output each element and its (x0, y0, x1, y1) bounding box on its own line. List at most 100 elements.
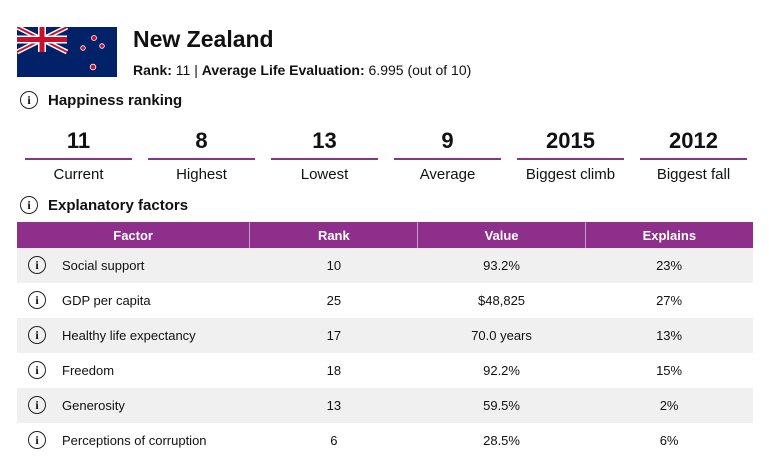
table-row: i Freedom 18 92.2% 15% (17, 353, 753, 388)
stat-label: Highest (176, 166, 227, 183)
stat-underline (394, 158, 501, 160)
cell-text: 28.5% (483, 433, 520, 448)
flag (17, 27, 117, 77)
stat: 13 Lowest (271, 126, 378, 183)
column-header: Value (417, 222, 586, 248)
info-icon[interactable]: i (28, 291, 46, 309)
table-cell: 70.0 years (417, 318, 586, 353)
stat-underline (640, 158, 747, 160)
evaluation: 6.995 (368, 62, 404, 78)
info-icon[interactable]: i (20, 91, 38, 109)
info-icon[interactable]: i (28, 396, 46, 414)
cell-text: Freedom (62, 363, 115, 378)
summary: Rank: 11 | Average Life Evaluation: 6.99… (133, 62, 471, 78)
info-icon[interactable]: i (28, 326, 46, 344)
stat-underline (25, 158, 132, 160)
cell-text: 15% (656, 363, 683, 378)
table-row: i Social support 10 93.2% 23% (17, 248, 753, 283)
separator: | (194, 62, 198, 78)
cell-text: 92.2% (483, 363, 520, 378)
table-cell: 27% (585, 283, 753, 318)
stat-underline (271, 158, 378, 160)
factor-cell: i Generosity (17, 388, 250, 423)
table-cell: 15% (585, 353, 753, 388)
table-cell: 2% (585, 388, 753, 423)
table-cell: $48,825 (418, 283, 585, 318)
cell-text: Social support (62, 258, 145, 273)
cell-text: 27% (656, 293, 683, 308)
column-header: Factor (17, 222, 250, 248)
stat-label: Current (53, 166, 104, 183)
country-title: New Zealand (133, 26, 274, 52)
info-icon[interactable]: i (28, 361, 46, 379)
stat-label: Lowest (300, 166, 349, 183)
factor-cell: i Social support (17, 248, 250, 283)
stat-underline (148, 158, 255, 160)
column-header: Rank (249, 222, 418, 248)
cell-text: 23% (656, 258, 683, 273)
stat-value: 11 (66, 128, 91, 153)
info-icon[interactable]: i (20, 196, 38, 214)
table-row: i Perceptions of corruption 6 28.5% 6% (17, 423, 753, 458)
rank-label: Rank: (133, 62, 172, 78)
table-row: i Healthy life expectancy 17 70.0 years 13% (17, 318, 753, 353)
table-row: i Generosity 13 59.5% 2% (17, 388, 753, 423)
cell-text: 10 (326, 258, 342, 273)
cell-text: 25 (326, 293, 342, 308)
cell-text: 17 (326, 328, 342, 343)
table-cell: 18 (250, 353, 418, 388)
cell-text: 59.5% (483, 398, 520, 413)
rank: 11 (175, 62, 191, 78)
table-cell: 10 (249, 248, 418, 283)
table-cell: 25 (250, 283, 418, 318)
factor-cell: i Healthy life expectancy (17, 318, 250, 353)
table-cell: 13% (585, 318, 753, 353)
evaluation-note: (out of 10) (407, 62, 472, 78)
factor-cell: i Freedom (17, 353, 250, 388)
cell-text: 2% (659, 398, 679, 413)
evaluation-label: Average Life Evaluation: (201, 62, 365, 78)
info-icon[interactable]: i (28, 256, 46, 274)
column-header: Explains (584, 222, 753, 248)
stat-value: 9 (441, 128, 454, 153)
table-cell: 6% (585, 423, 753, 458)
factor-cell: i Perceptions of corruption (17, 423, 250, 458)
stat: 11 Current (25, 126, 132, 183)
stat-underline (517, 158, 624, 160)
cell-text: 13 (326, 398, 342, 413)
table-cell: 6 (250, 423, 418, 458)
stat: 8 Highest (148, 126, 255, 183)
cell-text: 6 (330, 433, 338, 448)
cell-text: 13% (656, 328, 683, 343)
table-cell: 28.5% (418, 423, 585, 458)
stat-label: Average (419, 166, 476, 183)
header-row: Factor Rank Value Explains (17, 222, 753, 248)
cell-text: Generosity (62, 398, 125, 413)
cell-text: 18 (326, 363, 342, 378)
cell-text: GDP per capita (62, 293, 151, 308)
table-cell: 59.5% (417, 388, 586, 423)
stat-value: 2012 (669, 128, 718, 153)
section-title: Happiness ranking (48, 92, 183, 109)
table-row: i GDP per capita 25 $48,825 27% (17, 283, 753, 318)
cell-text: 6% (659, 433, 679, 448)
cell-text: Perceptions of corruption (62, 433, 207, 448)
stat-value: 8 (195, 128, 208, 153)
table-cell: 93.2% (417, 248, 586, 283)
table-cell: 92.2% (418, 353, 585, 388)
factor-cell: i GDP per capita (17, 283, 250, 318)
cell-text: Healthy life expectancy (62, 328, 196, 343)
cell-text: 93.2% (483, 258, 520, 273)
stat: 9 Average (394, 126, 501, 183)
stat-value: 2015 (546, 128, 595, 153)
table-cell: 17 (249, 318, 418, 353)
table-cell: 23% (585, 248, 753, 283)
table-cell: 13 (249, 388, 418, 423)
stat: 2015 Biggest climb (517, 126, 624, 183)
info-icon[interactable]: i (28, 431, 46, 449)
stat: 2012 Biggest fall (640, 126, 747, 183)
stat-value: 13 (312, 128, 337, 153)
section-title: Explanatory factors (48, 197, 189, 214)
stat-label: Biggest fall (656, 166, 731, 183)
